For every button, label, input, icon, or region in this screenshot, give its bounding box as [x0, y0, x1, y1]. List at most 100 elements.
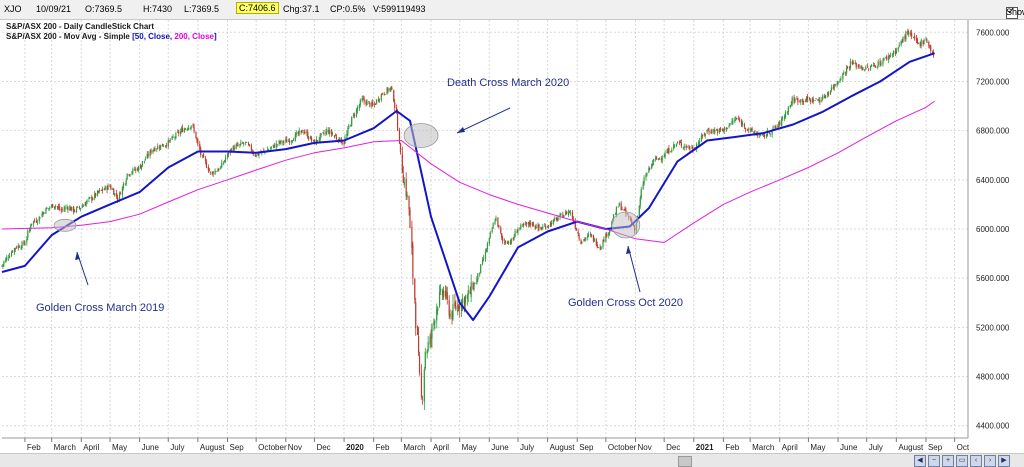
candle-body: [829, 91, 832, 95]
scrollbar[interactable]: ◀ − + ▭ ‹ › ▶: [0, 453, 1024, 467]
candle-body: [112, 189, 114, 190]
candle-body: [377, 99, 380, 102]
candle-body: [250, 145, 252, 151]
candle-body: [467, 289, 469, 295]
candle-body: [834, 84, 836, 85]
zoom-out-icon[interactable]: −: [928, 455, 940, 467]
candle-body: [137, 168, 139, 171]
candle-body: [331, 130, 333, 135]
price-chart[interactable]: Death Cross March 2020 Golden Cross March…: [0, 20, 1024, 453]
candle-body: [97, 190, 100, 193]
candle-body: [267, 149, 270, 151]
candle-body: [306, 132, 308, 134]
scroll-right-icon[interactable]: ›: [984, 455, 996, 467]
candle-body: [417, 336, 420, 353]
candle-body: [658, 157, 660, 159]
candle-body: [778, 122, 780, 126]
candle-body: [384, 94, 386, 96]
candle-body: [38, 216, 40, 222]
candle-body: [731, 121, 733, 125]
candle-body: [556, 218, 558, 221]
candle-body: [706, 129, 708, 133]
candle-body: [932, 51, 934, 53]
candle-body: [910, 33, 912, 35]
candle-body: [288, 140, 290, 142]
candle-body: [196, 137, 198, 141]
checkbox-icon[interactable]: [1006, 6, 1018, 19]
arrow-head-icon: [626, 246, 631, 254]
candle-body: [79, 207, 81, 209]
candle-body: [802, 98, 804, 102]
x-tick-label: April: [782, 443, 798, 452]
candle-body: [771, 129, 773, 135]
candle-body: [183, 128, 186, 133]
candle-body: [512, 238, 514, 240]
candle-body: [114, 193, 116, 196]
scroll-thumb[interactable]: [678, 456, 692, 467]
candle-body: [651, 163, 653, 169]
ma-legend: S&P/ASX 200 - Mov Avg - Simple [50, Clos…: [6, 32, 217, 41]
x-tick-label: April: [433, 443, 449, 452]
scroll-left-icon[interactable]: ‹: [970, 455, 982, 467]
candle-body: [224, 157, 227, 161]
candle-body: [391, 87, 393, 90]
candle-body: [592, 234, 595, 241]
candle-body: [645, 174, 647, 178]
candle-body: [106, 186, 108, 191]
candle-body: [734, 119, 736, 122]
candle-body: [563, 215, 565, 218]
candle-body: [760, 134, 762, 136]
fit-icon[interactable]: ▭: [956, 455, 968, 467]
zoom-in-icon[interactable]: +: [942, 455, 954, 467]
candle-body: [587, 235, 589, 239]
candle-body: [575, 228, 577, 231]
candle-body: [175, 132, 177, 139]
candle-body: [704, 133, 706, 136]
candle-body: [923, 40, 925, 45]
candle-body: [615, 207, 617, 216]
x-tick-label: Nov: [288, 443, 302, 452]
ma-legend-close: ]: [213, 32, 217, 41]
candle-body: [436, 308, 438, 321]
candle-body: [282, 141, 284, 143]
candle-body: [208, 170, 210, 172]
candle-body: [890, 54, 892, 56]
candle-body: [390, 86, 392, 90]
candle-body: [368, 101, 370, 102]
candle-body: [11, 251, 14, 253]
candle-body: [129, 174, 131, 176]
candle-body: [710, 131, 712, 133]
candle-body: [855, 62, 857, 68]
scroll-start-icon[interactable]: ◀: [914, 455, 926, 467]
candle-body: [449, 313, 451, 317]
candle-body: [660, 158, 662, 160]
candle-body: [365, 100, 367, 105]
candle-body: [119, 193, 122, 195]
candle-body: [885, 57, 887, 59]
show-last-toggle[interactable]: Show Last: [1006, 3, 1024, 19]
chart-background: [0, 20, 1024, 453]
candle-body: [109, 185, 111, 187]
scroll-end-icon[interactable]: ▶: [998, 455, 1010, 467]
candle-body: [928, 42, 930, 46]
candle-body: [892, 51, 895, 55]
candle-body: [832, 87, 834, 89]
candle-body: [781, 118, 783, 126]
candle-body: [9, 256, 11, 258]
candle-body: [178, 131, 180, 134]
x-tick-label: March: [54, 443, 76, 452]
candle-body: [243, 143, 245, 145]
candle-body: [353, 114, 355, 117]
candle-body: [442, 289, 445, 298]
candle-body: [691, 147, 693, 149]
candle-body: [56, 206, 59, 208]
candle-body: [189, 127, 191, 129]
candle-body: [789, 105, 791, 108]
candle-body: [804, 100, 807, 103]
candle-body: [205, 161, 208, 168]
candle-body: [498, 225, 500, 228]
candle-body: [242, 142, 244, 144]
candle-body: [661, 157, 663, 161]
candle-body: [172, 136, 174, 138]
candle-body: [408, 196, 410, 210]
